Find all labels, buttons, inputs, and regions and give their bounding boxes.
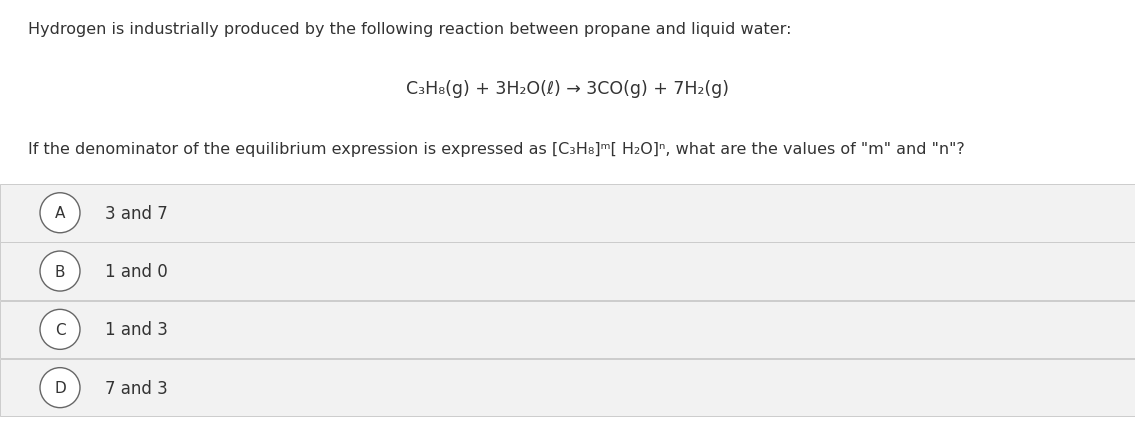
Text: Hydrogen is industrially produced by the following reaction between propane and : Hydrogen is industrially produced by the… <box>28 22 791 37</box>
Text: A: A <box>54 206 65 221</box>
FancyBboxPatch shape <box>0 301 1135 358</box>
Ellipse shape <box>40 368 79 408</box>
FancyBboxPatch shape <box>0 359 1135 417</box>
Text: C₃H₈(g) + 3H₂O(ℓ) → 3CO(g) + 7H₂(g): C₃H₈(g) + 3H₂O(ℓ) → 3CO(g) + 7H₂(g) <box>406 80 729 98</box>
Text: B: B <box>54 264 65 279</box>
Text: 7 and 3: 7 and 3 <box>106 379 168 397</box>
Ellipse shape <box>40 251 79 291</box>
Text: 1 and 3: 1 and 3 <box>106 321 168 339</box>
Text: C: C <box>54 322 66 337</box>
Ellipse shape <box>40 309 79 349</box>
FancyBboxPatch shape <box>0 184 1135 242</box>
Ellipse shape <box>40 193 79 233</box>
Text: D: D <box>54 380 66 395</box>
Text: 1 and 0: 1 and 0 <box>106 263 168 280</box>
Text: If the denominator of the equilibrium expression is expressed as [C₃H₈]ᵐ[ H₂O]ⁿ,: If the denominator of the equilibrium ex… <box>28 141 965 157</box>
FancyBboxPatch shape <box>0 243 1135 300</box>
Text: 3 and 7: 3 and 7 <box>106 204 168 222</box>
